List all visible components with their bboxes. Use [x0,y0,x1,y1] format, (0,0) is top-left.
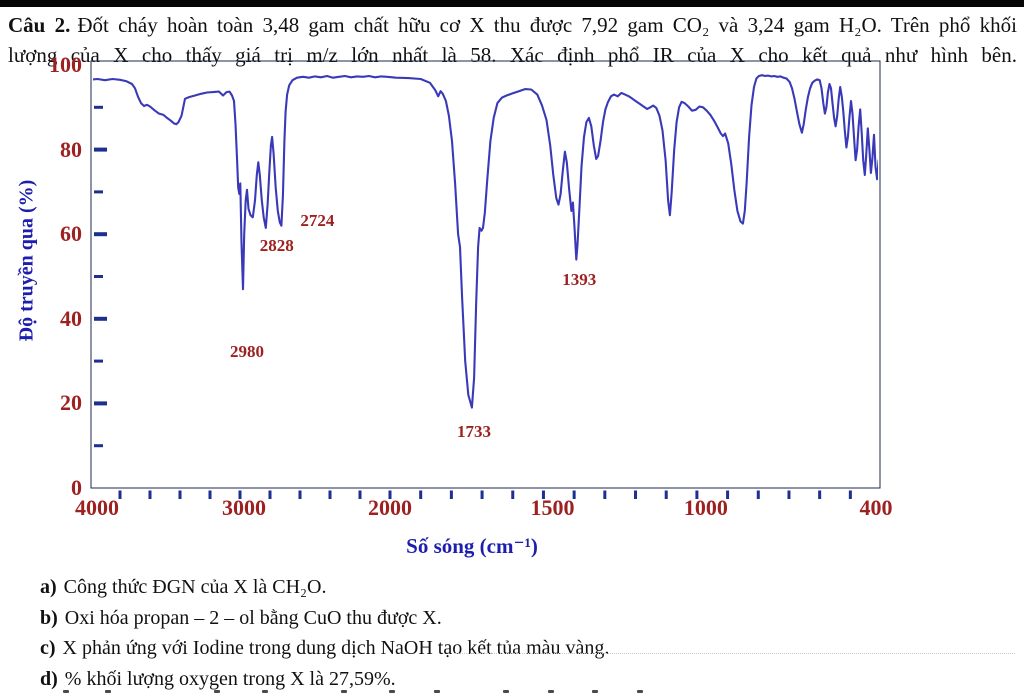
question-number: Câu 2. [8,13,71,37]
x-tick-label: 4000 [75,495,119,520]
question-line-2: lượng của X cho thấy giá trị m/z lớn nhấ… [8,43,1017,67]
cutoff-text-artifact [105,690,111,693]
x-axis-title: Số sóng (cm⁻¹) [406,534,538,558]
option-b-label: b) [40,606,58,629]
y-tick-label: 100 [49,52,82,77]
option-a-text: Công thức ĐGN của X là CH₂O. [63,576,327,598]
question-line-1-text: Đốt cháy hoàn toàn 3,48 gam chất hữu cơ … [77,13,1017,37]
option-d: d) % khối lượng oxygen trong X là 27,59%. [40,664,1010,693]
y-tick-label: 20 [60,390,82,416]
cutoff-text-artifact [434,690,440,693]
y-tick-label: 40 [60,305,82,331]
axis-ticks [94,105,852,499]
cutoff-text-artifact [214,690,220,693]
cutoff-text-artifact [503,690,509,693]
y-tick-label: 80 [60,136,82,162]
peak-annotation: 2828 [259,235,294,255]
spectrum-plot [90,60,881,499]
y-axis-title: Độ truyền qua (%) [15,179,38,342]
option-d-label: d) [40,667,58,690]
option-c-text: X phản ứng với Iodine trong dung dịch Na… [62,637,610,660]
answer-options: a) Công thức ĐGN của X là CH₂O. b) Oxi hóa… [40,572,1010,693]
cutoff-text-artifact [637,690,643,693]
cutoff-text-artifact [548,690,554,693]
x-tick-label: 400 [859,495,893,520]
option-c-label: c) [40,637,56,660]
peak-annotation: 2724 [300,210,335,230]
y-tick-label: 60 [60,221,82,247]
x-tick-label: 1500 [530,495,575,520]
question-line-1: Câu 2. Đốt cháy hoàn toàn 3,48 gam chất h… [8,10,1017,40]
x-tick-label: 1000 [683,495,728,520]
question-text: Câu 2. Đốt cháy hoàn toàn 3,48 gam chất h… [8,10,1017,70]
plot-frame [90,60,881,489]
cutoff-text-artifact [389,690,395,693]
top-black-bar [0,0,1024,7]
cutoff-text-artifact [592,690,598,693]
cutoff-text-artifact [341,690,347,693]
peak-annotation: 1393 [562,269,597,289]
option-b-text: Oxi hóa propan – 2 – ol bằng CuO thu đượ… [64,606,442,629]
spectrum-curve [93,74,878,409]
cutoff-text-artifact [262,690,268,693]
option-a-label: a) [40,576,57,598]
y-tick-label: 0 [71,475,82,500]
option-a: a) Công thức ĐGN của X là CH₂O. [40,572,1010,603]
peak-annotation: 1733 [456,422,491,441]
x-tick-label: 3000 [222,495,266,520]
cutoff-text-artifact [63,690,69,693]
option-d-text: % khối lượng oxygen trong X là 27,59%. [64,667,396,690]
x-tick-label: 2000 [368,495,412,520]
scan-artifact-line [455,653,1015,654]
option-b: b) Oxi hóa propan – 2 – ol bằng CuO thu đ… [40,603,1010,634]
option-c: c) X phản ứng với Iodine trong dung dịch … [40,633,1010,664]
peak-annotation: 2980 [230,341,264,361]
